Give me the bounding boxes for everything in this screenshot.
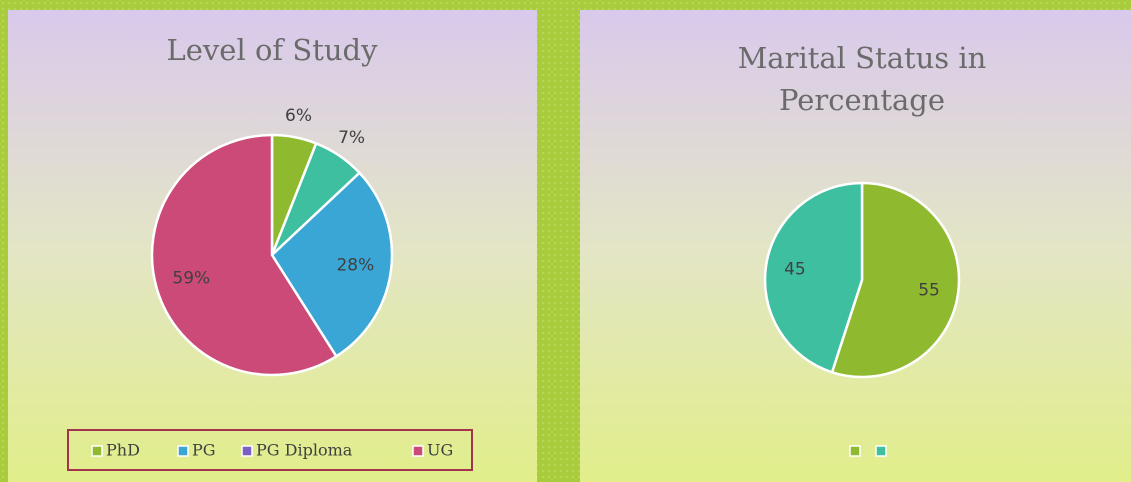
legend-label: PG Diploma	[256, 441, 353, 460]
pie-slice	[763, 181, 864, 374]
legend-swatch	[412, 445, 424, 457]
legend-label: PG	[192, 441, 216, 460]
data-label: 6%	[285, 106, 312, 126]
data-label: 45	[784, 259, 806, 279]
data-label: 28%	[336, 256, 374, 276]
legend-swatch	[849, 445, 861, 457]
data-label: 59%	[172, 268, 210, 288]
title-line: Percentage	[779, 83, 945, 117]
title-line: Marital Status in	[738, 41, 987, 75]
legend-swatch	[241, 445, 253, 457]
data-label: 7%	[338, 128, 365, 148]
legend-swatch	[177, 445, 189, 457]
legend-box	[67, 429, 473, 471]
chart-title: Marital Status in Percentage	[738, 41, 987, 117]
pie-slice	[150, 133, 339, 377]
pie-slice	[830, 181, 961, 379]
pie-slice	[270, 171, 394, 359]
legend-label: UG	[427, 441, 453, 460]
legend-label: PhD	[106, 441, 140, 460]
legend-swatch	[91, 445, 103, 457]
data-label: 55	[918, 281, 940, 301]
chart-title: Level of Study	[166, 33, 378, 67]
legend-swatch	[875, 445, 887, 457]
